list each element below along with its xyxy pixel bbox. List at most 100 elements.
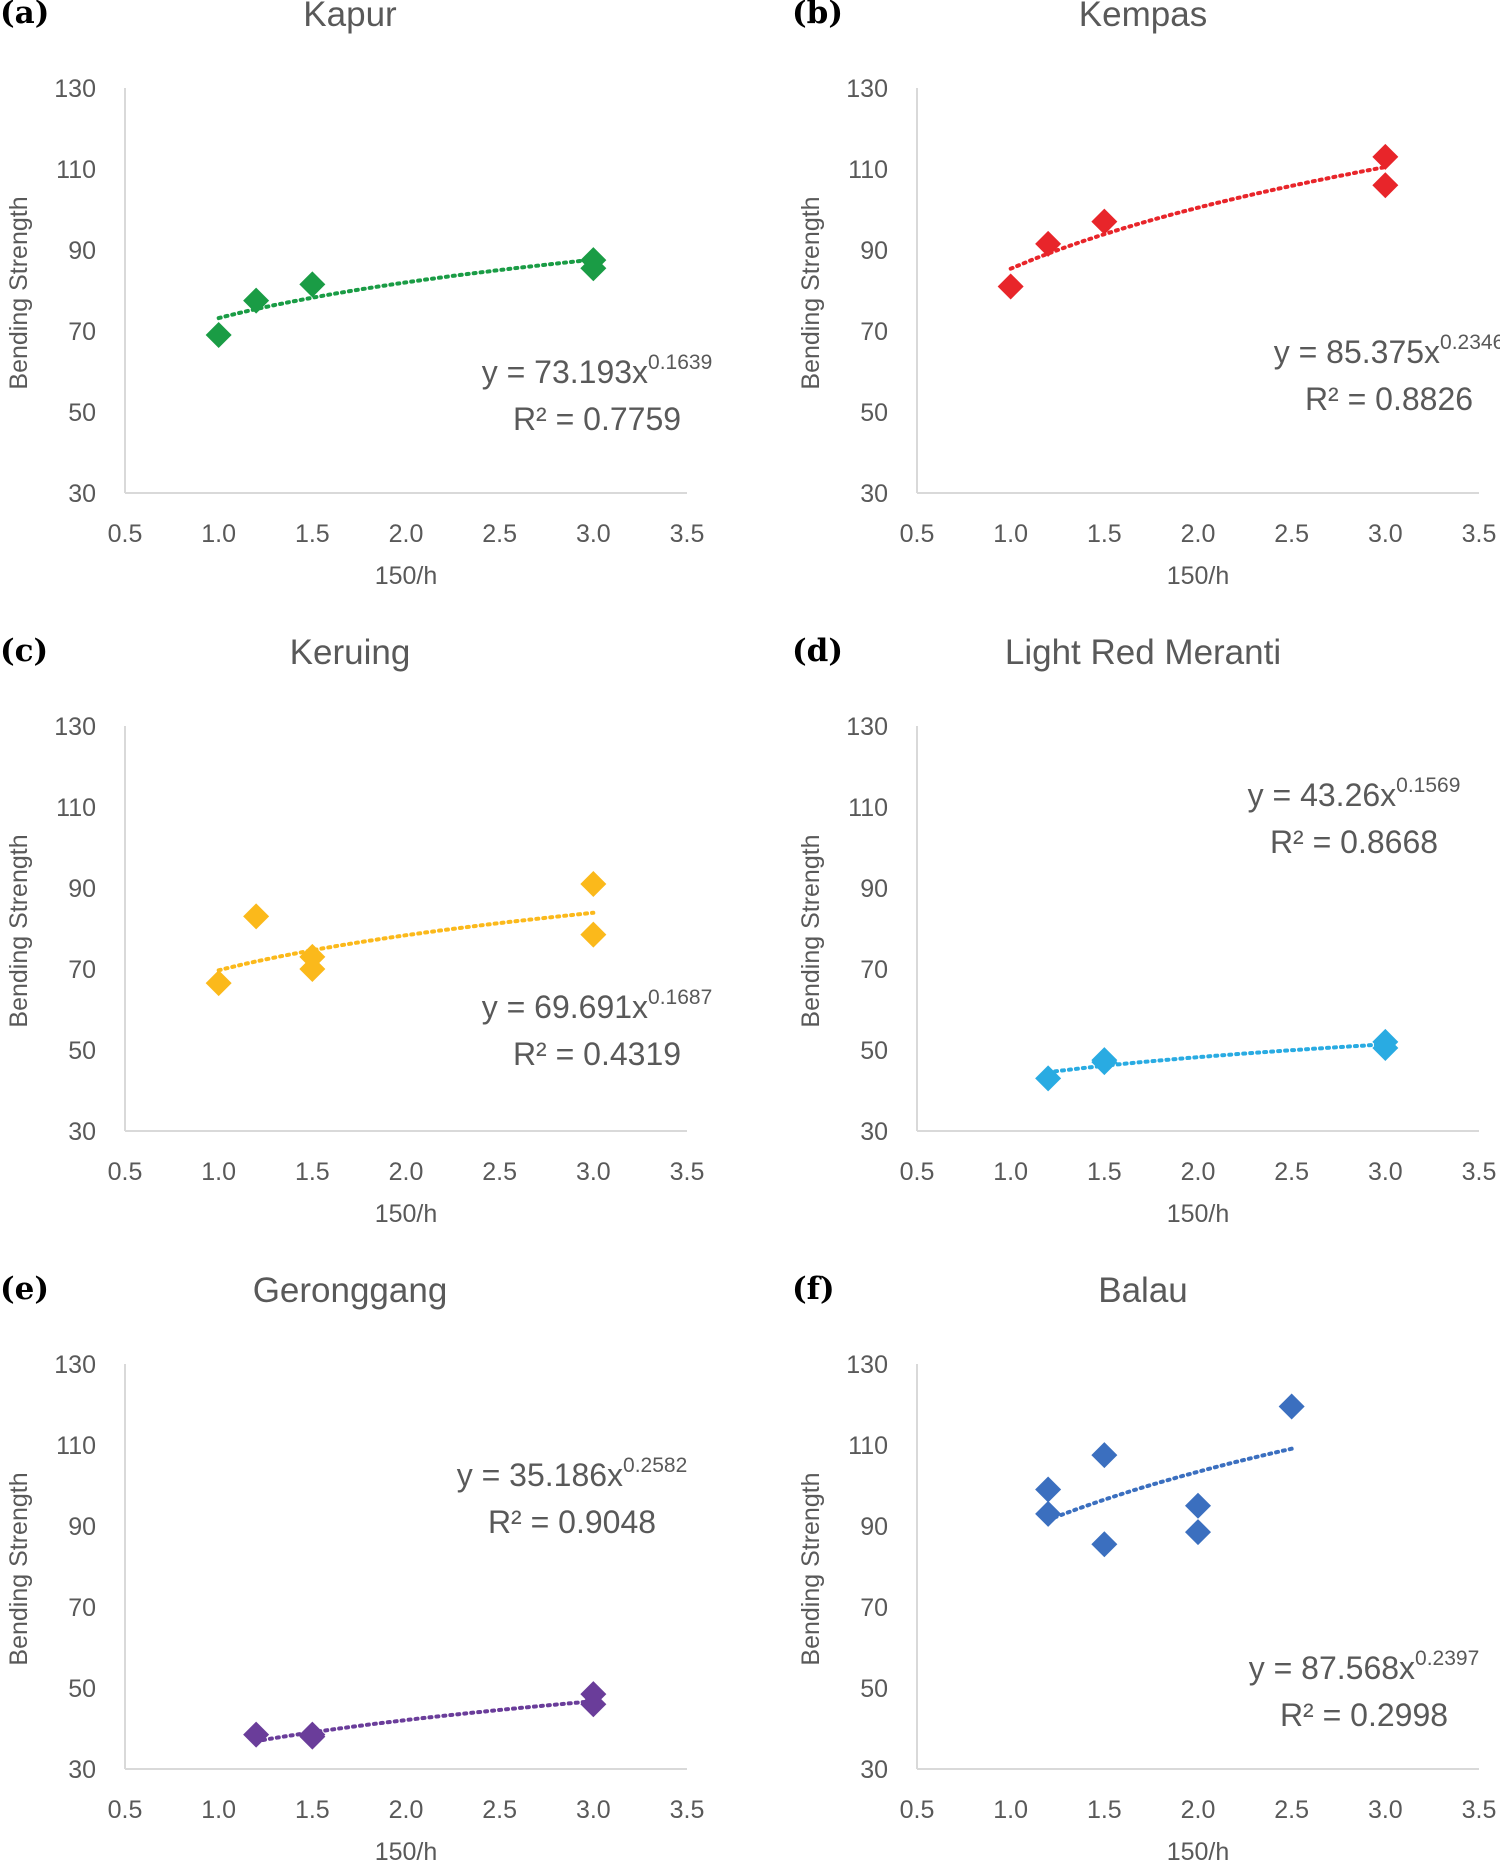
x-tick-label: 2.0	[1181, 520, 1216, 548]
y-tick-label: 30	[68, 1756, 96, 1784]
data-point	[1035, 1476, 1062, 1503]
data-point	[243, 1721, 270, 1748]
data-point	[299, 956, 326, 982]
data-point	[580, 255, 607, 282]
chart-panel-e: (e) Geronggang 30 50 70 90 110 130 0.5 1.0 1.5 2.0 2…	[0, 1271, 704, 1866]
trendline-equation: y = 35.186x0.2582	[457, 1454, 688, 1493]
y-tick-label: 70	[860, 1594, 888, 1622]
y-tick-label: 130	[54, 75, 96, 103]
equation-exponent: 0.2397	[1415, 1647, 1479, 1670]
y-tick-label: 50	[860, 1675, 888, 1703]
r-squared: R² = 0.2998	[1280, 1697, 1448, 1733]
y-tick-label: 30	[68, 1118, 96, 1146]
x-tick-label: 1.0	[201, 1158, 236, 1186]
r-squared: R² = 0.9048	[488, 1504, 656, 1540]
y-axis-label: Bending Strength	[5, 834, 33, 1027]
data-point	[1372, 143, 1399, 170]
y-tick-label: 110	[56, 1432, 96, 1460]
x-tick-label: 3.0	[576, 1158, 611, 1186]
x-tick-label: 3.5	[1462, 1796, 1497, 1824]
x-tick-label: 3.5	[670, 520, 705, 548]
chart-title: Keruing	[290, 633, 411, 672]
y-tick-label: 110	[848, 156, 888, 184]
x-axis-label: 150/h	[1167, 1838, 1230, 1866]
x-tick-label: 1.5	[295, 1796, 330, 1824]
trendline	[1008, 165, 1388, 271]
chart-panel-c: (c) Keruing 30 50 70 90 110 130 0.5 1.0 1.5 2.0 2.5 3…	[0, 633, 712, 1228]
y-tick-label: 110	[848, 1432, 888, 1460]
data-point	[580, 1691, 607, 1718]
equation-base: y = 87.568x	[1249, 1650, 1415, 1686]
equation-base: y = 35.186x	[457, 1457, 623, 1493]
y-tick-label: 50	[68, 399, 96, 427]
panel-letter: (d)	[792, 633, 843, 669]
y-tick-label: 70	[68, 318, 96, 346]
y-axis-label: Bending Strength	[797, 1472, 825, 1665]
data-point	[205, 322, 232, 349]
trendline-equation: y = 43.26x0.1569	[1248, 774, 1461, 813]
data-point	[1091, 208, 1118, 235]
chart-title: Balau	[1098, 1271, 1188, 1310]
y-tick-label: 70	[860, 318, 888, 346]
x-axis-label: 150/h	[375, 1838, 438, 1866]
trendline-equation: y = 87.568x0.2397	[1249, 1647, 1480, 1686]
data-point	[299, 1723, 326, 1750]
y-axis-label: Bending Strength	[5, 1472, 33, 1665]
data-point	[997, 273, 1024, 300]
x-tick-label: 1.5	[295, 1158, 330, 1186]
trendline-equation: y = 85.375x0.2346	[1274, 331, 1500, 370]
data-point	[1035, 1065, 1062, 1092]
x-tick-label: 1.5	[1087, 1158, 1122, 1186]
y-tick-label: 90	[68, 1513, 96, 1541]
equation-exponent: 0.1639	[648, 351, 712, 374]
data-point	[1278, 1393, 1305, 1420]
x-tick-label: 2.0	[1181, 1158, 1216, 1186]
y-tick-label: 50	[860, 399, 888, 427]
chart-panel-d: (d) Light Red Meranti 30 50 70 90 110 130 0.5 1.0…	[792, 633, 1496, 1228]
y-tick-label: 90	[860, 1513, 888, 1541]
r-squared: R² = 0.8826	[1305, 381, 1473, 417]
chart-title: Kapur	[303, 0, 397, 34]
y-tick-label: 50	[860, 1037, 888, 1065]
x-tick-label: 2.5	[482, 1158, 517, 1186]
data-point	[243, 903, 270, 930]
y-tick-label: 50	[68, 1675, 96, 1703]
y-tick-label: 30	[860, 480, 888, 508]
y-tick-label: 130	[846, 75, 888, 103]
y-tick-label: 110	[848, 794, 888, 822]
x-axis-label: 150/h	[1167, 1200, 1230, 1228]
x-tick-label: 0.5	[900, 520, 935, 548]
y-tick-label: 130	[846, 713, 888, 741]
panel-letter: (b)	[792, 0, 843, 31]
equation-exponent: 0.1569	[1396, 774, 1460, 797]
y-axis-label: Bending Strength	[797, 196, 825, 389]
x-tick-label: 2.0	[389, 1796, 424, 1824]
x-tick-label: 0.5	[900, 1796, 935, 1824]
equation-exponent: 0.2582	[623, 1454, 687, 1477]
y-tick-label: 130	[846, 1351, 888, 1379]
y-axis-label: Bending Strength	[5, 196, 33, 389]
data-point	[243, 287, 270, 314]
equation-base: y = 73.193x	[482, 354, 648, 390]
x-tick-label: 1.0	[993, 1158, 1028, 1186]
x-tick-label: 1.0	[201, 1796, 236, 1824]
x-tick-label: 3.5	[1462, 1158, 1497, 1186]
x-tick-label: 0.5	[108, 1796, 143, 1824]
equation-exponent: 0.1687	[648, 986, 712, 1009]
x-tick-label: 3.5	[1462, 520, 1497, 548]
y-axis-label: Bending Strength	[797, 834, 825, 1027]
x-tick-label: 1.5	[1087, 1796, 1122, 1824]
data-point	[1372, 172, 1399, 199]
data-point	[580, 921, 607, 948]
data-point	[1035, 1500, 1062, 1527]
y-tick-label: 130	[54, 1351, 96, 1379]
data-point	[1091, 1442, 1118, 1469]
y-tick-label: 30	[68, 480, 96, 508]
r-squared: R² = 0.4319	[513, 1036, 681, 1072]
y-tick-label: 90	[860, 237, 888, 265]
data-point	[1091, 1531, 1118, 1558]
x-tick-label: 3.0	[1368, 1796, 1403, 1824]
equation-base: y = 43.26x	[1248, 777, 1397, 813]
y-tick-label: 90	[68, 875, 96, 903]
y-tick-label: 110	[56, 794, 96, 822]
